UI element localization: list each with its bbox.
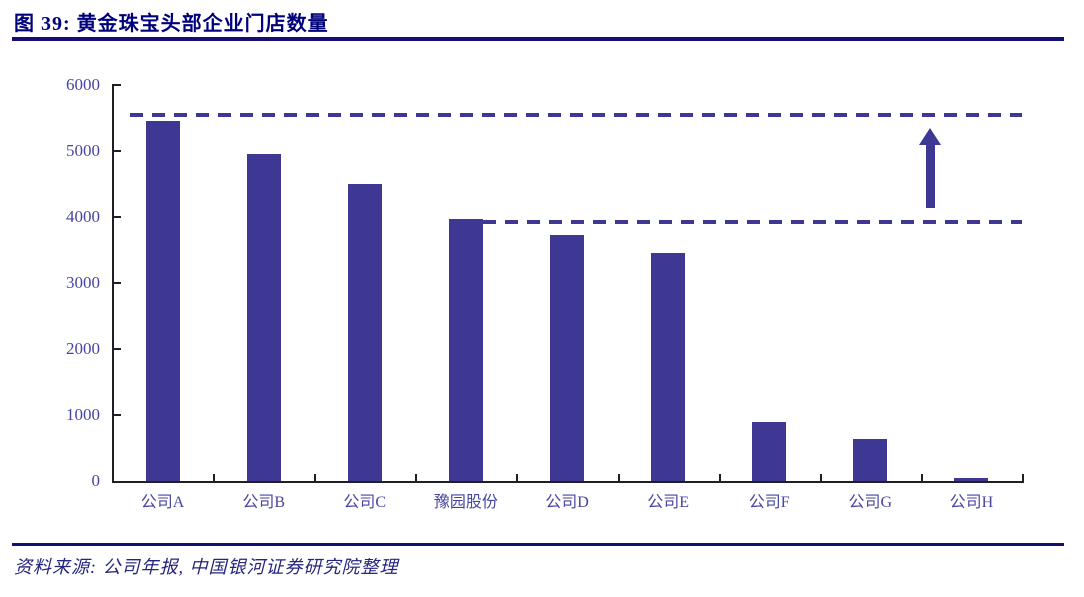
y-axis-tick: [114, 150, 121, 152]
x-axis-category-label: 公司G: [848, 494, 893, 511]
bar-豫园股份: [448, 219, 483, 481]
bar-公司H: [954, 478, 989, 481]
bar-公司C: [347, 184, 382, 481]
bar-公司D: [550, 235, 584, 481]
y-axis-tick-label: 1000: [66, 405, 100, 424]
figure-title: 图 39: 黄金珠宝头部企业门店数量: [14, 13, 329, 35]
y-axis-line: [112, 84, 114, 482]
y-axis-tick: [114, 282, 121, 284]
x-axis-category-label: 公司A: [140, 494, 185, 511]
x-axis-tick: [415, 474, 418, 481]
y-axis-tick-label: 0: [91, 471, 101, 490]
x-axis-tick: [516, 474, 519, 481]
top-level-dashed-line: [130, 112, 1022, 117]
x-axis-tick: [718, 474, 721, 481]
x-axis-tick: [920, 474, 923, 481]
bar-公司F: [752, 422, 787, 481]
source-divider-rule: [12, 543, 1064, 546]
x-axis-line: [112, 481, 1024, 483]
y-axis-tick-label: 6000: [66, 75, 100, 94]
bar-公司A: [145, 121, 180, 481]
bar-公司B: [246, 154, 281, 481]
y-axis-tick-label: 3000: [66, 273, 100, 292]
x-axis-category-label: 公司D: [545, 494, 589, 511]
source-note: 资料来源: 公司年报, 中国银河证券研究院整理: [14, 557, 399, 577]
y-axis-tick-label: 5000: [66, 141, 100, 160]
x-axis-category-label: 公司C: [343, 494, 387, 511]
bar-公司E: [651, 253, 686, 481]
x-axis-tick: [819, 474, 822, 481]
x-axis-tick: [314, 474, 317, 481]
y-axis-tick-label: 4000: [66, 207, 100, 226]
x-axis-category-label: 公司B: [242, 494, 285, 511]
x-axis-tick: [1022, 474, 1024, 481]
title-underline-rule: [12, 37, 1064, 41]
x-axis-category-label: 公司F: [748, 494, 790, 511]
up-arrow-shaft: [925, 143, 935, 208]
y-axis-tick-label: 2000: [66, 339, 100, 358]
x-axis-category-label: 豫园股份: [433, 494, 498, 511]
y-axis-tick: [114, 348, 121, 350]
up-arrow-icon: [919, 127, 941, 145]
y-axis-tick: [114, 414, 121, 416]
bar-公司G: [853, 439, 888, 481]
x-axis-tick: [213, 474, 216, 481]
x-axis-category-label: 公司E: [647, 494, 689, 511]
second-tier-dashed-line: [482, 219, 1022, 224]
y-axis-tick: [114, 216, 121, 218]
x-axis-category-label: 公司H: [949, 494, 994, 511]
x-axis-tick: [617, 474, 620, 481]
y-axis-tick: [114, 84, 121, 86]
